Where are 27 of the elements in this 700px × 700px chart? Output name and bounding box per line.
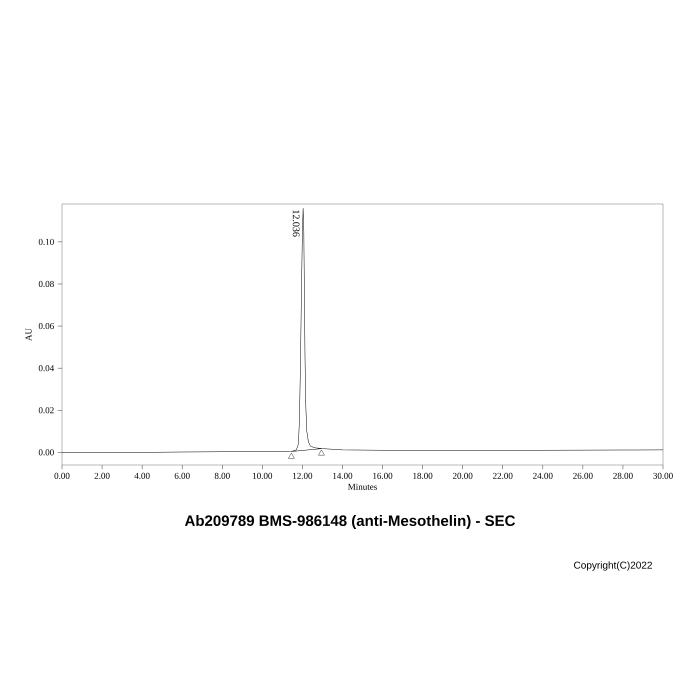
x-tick-label: 16.00 bbox=[373, 472, 392, 479]
x-tick-label: 24.00 bbox=[533, 472, 553, 479]
x-tick-label: 0.00 bbox=[54, 472, 70, 479]
y-tick-label: 0.10 bbox=[38, 238, 54, 245]
x-axis-title: Minutes bbox=[348, 484, 377, 490]
y-tick-label: 0.06 bbox=[38, 323, 54, 330]
x-tick-label: 4.00 bbox=[134, 472, 150, 479]
y-tick-label: 0.00 bbox=[38, 449, 54, 456]
annotation: 12.036 bbox=[292, 210, 300, 237]
x-tick-label: 14.00 bbox=[333, 472, 352, 479]
x-tick-label: 2.00 bbox=[94, 472, 110, 479]
x-tick-label: 30.00 bbox=[653, 472, 673, 479]
y-tick-label: 0.04 bbox=[38, 365, 54, 372]
x-tick-label: 22.00 bbox=[493, 472, 513, 479]
y-tick-label: 0.02 bbox=[38, 407, 54, 414]
x-tick-label: 8.00 bbox=[214, 472, 230, 479]
x-tick-label: 6.00 bbox=[174, 472, 190, 479]
x-tick-label: 12.00 bbox=[293, 472, 312, 479]
y-tick-label: 0.08 bbox=[38, 280, 54, 288]
x-tick-label: 18.00 bbox=[413, 472, 432, 479]
x-tick-label: 10.00 bbox=[252, 472, 272, 479]
text: Copyright(C)2022 bbox=[574, 561, 652, 571]
x-tick-label: 26.00 bbox=[573, 472, 593, 479]
x-tick-label: 20.00 bbox=[452, 472, 472, 479]
y-axis-title: AU bbox=[26, 328, 32, 341]
text: Ab209789 BMS-986148 (anti-Mesothelin) - SEC bbox=[184, 515, 516, 529]
x-tick-label: 28.00 bbox=[613, 472, 633, 479]
